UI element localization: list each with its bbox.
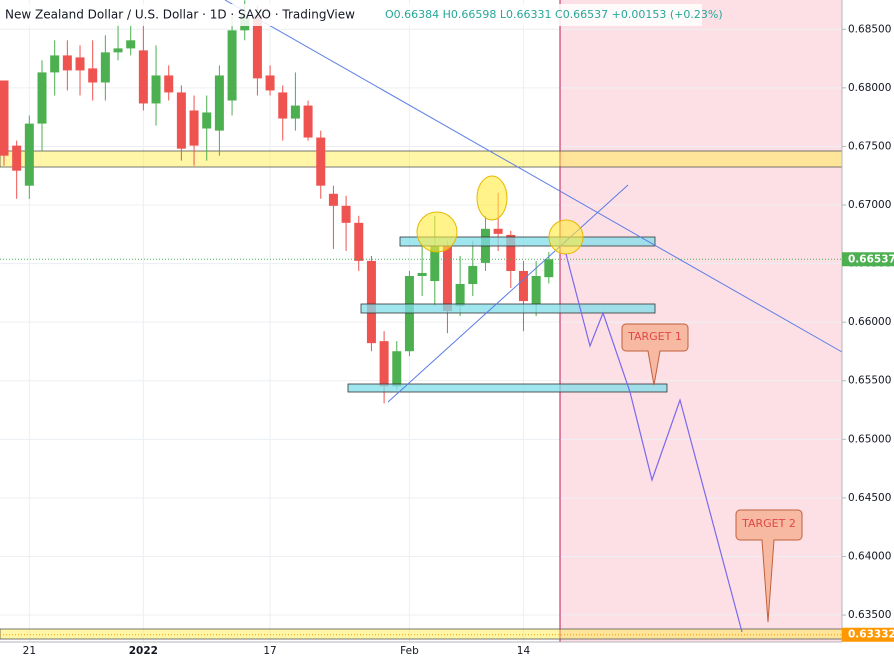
candle-body xyxy=(468,265,478,284)
candle-body xyxy=(341,205,351,223)
candle-body xyxy=(430,245,440,282)
projection-path xyxy=(565,253,743,633)
x-tick-label: 17 xyxy=(263,645,276,657)
resistance-zone xyxy=(0,150,843,168)
candle-body xyxy=(202,112,212,129)
x-tick-label: 14 xyxy=(517,645,531,657)
y-tick-label: 0.64500 xyxy=(848,492,891,504)
price-marker xyxy=(842,627,894,642)
candle-body xyxy=(544,259,554,278)
annotation: TARGET 1 xyxy=(627,330,682,343)
candle-body xyxy=(278,92,288,119)
y-tick-label: 0.68500 xyxy=(848,23,891,35)
ohlc-text: O0.66384 H0.66598 L0.66331 C0.66537 +0.0… xyxy=(385,8,723,21)
candle-body xyxy=(379,341,389,387)
highlight xyxy=(416,211,458,253)
candle-body xyxy=(265,75,275,91)
candle-body xyxy=(252,15,262,79)
candle-body xyxy=(303,105,313,138)
candle-body xyxy=(455,283,465,307)
candle-body xyxy=(12,145,22,171)
highlight xyxy=(476,175,508,221)
candle-body xyxy=(151,75,161,104)
level-box xyxy=(360,303,656,314)
candles xyxy=(0,0,554,404)
x-tick-label: 21 xyxy=(23,645,36,657)
candle-body xyxy=(493,228,503,234)
price-marker-label: 0.63332 xyxy=(848,629,894,641)
candle-body xyxy=(328,193,338,206)
candle-body xyxy=(290,105,300,119)
candle-body xyxy=(531,276,541,305)
candle-body xyxy=(126,40,136,49)
candle-body xyxy=(518,270,528,302)
candle-body xyxy=(100,52,110,83)
candle-body xyxy=(189,110,199,146)
candle-body xyxy=(316,137,326,186)
grid xyxy=(0,0,842,642)
candle-body xyxy=(506,234,516,271)
candle-body xyxy=(62,55,72,71)
x-tick-label: 2022 xyxy=(129,645,158,657)
y-tick-label: 0.65000 xyxy=(848,433,891,445)
future-zone xyxy=(560,0,842,642)
level-box xyxy=(399,236,656,247)
candle-body xyxy=(227,30,237,101)
candle-body xyxy=(138,50,148,104)
axes: 0.685000.680000.675000.670000.665000.660… xyxy=(0,23,894,657)
support-zone xyxy=(0,628,843,640)
level-box xyxy=(347,383,668,393)
candle-body xyxy=(417,272,427,277)
highlight xyxy=(548,219,584,255)
y-tick-label: 0.66000 xyxy=(848,316,891,328)
candle-body xyxy=(113,48,123,53)
candle-body xyxy=(176,92,186,149)
chart-title: New Zealand Dollar / U.S. Dollar · 1D · … xyxy=(5,8,355,22)
price-marker-label: 0.66537 xyxy=(848,253,894,265)
annotation: TARGET 2 xyxy=(741,517,796,530)
candle-body xyxy=(214,75,224,131)
y-tick-label: 0.63500 xyxy=(848,609,891,621)
callout xyxy=(735,509,803,623)
candle-body xyxy=(50,55,60,73)
y-tick-label: 0.67500 xyxy=(848,140,891,152)
x-tick-label: Feb xyxy=(400,645,419,657)
candle-body xyxy=(75,57,85,71)
price-marker xyxy=(842,252,894,267)
y-tick-label: 0.64000 xyxy=(848,550,891,562)
candle-body xyxy=(0,80,9,156)
candle-body xyxy=(392,351,402,387)
price-axis xyxy=(842,0,894,659)
candle-body xyxy=(404,276,414,352)
candle-body xyxy=(354,222,364,261)
trend-line xyxy=(224,0,843,353)
candle-body xyxy=(442,245,452,312)
candle-body xyxy=(366,260,376,344)
y-tick-label: 0.65500 xyxy=(848,375,891,387)
header-bg xyxy=(0,4,702,26)
candle-body xyxy=(88,68,98,83)
y-tick-label: 0.67000 xyxy=(848,199,891,211)
candle-body xyxy=(24,123,34,186)
candle-body xyxy=(37,72,47,124)
candle-body xyxy=(164,75,174,93)
y-tick-label: 0.68000 xyxy=(848,82,891,94)
callout xyxy=(621,323,689,386)
trend-line xyxy=(387,184,629,403)
